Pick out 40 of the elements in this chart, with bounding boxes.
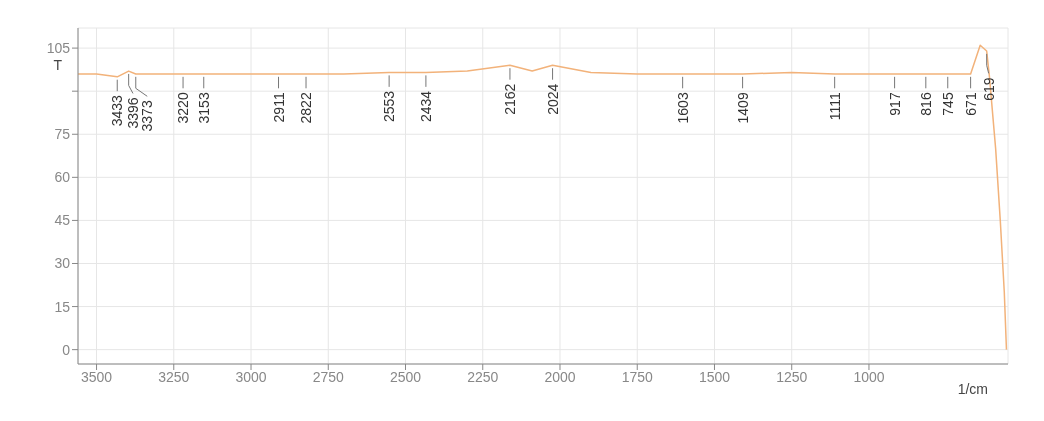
annotation: 2553	[381, 90, 398, 123]
y-tick-label: 45	[54, 212, 71, 229]
annotation: 816	[917, 92, 934, 116]
annotation: 1409	[734, 92, 751, 124]
x-tick-label: 1250	[776, 368, 808, 385]
annotation: 619	[980, 77, 997, 101]
annotation: 3396	[124, 97, 141, 129]
y-tick-label: 105	[46, 40, 71, 57]
annotation: 3220	[175, 92, 192, 124]
x-tick-label: 3500	[80, 368, 113, 385]
y-tick-label: 0	[62, 341, 71, 358]
x-tick-label: 1000	[853, 368, 885, 385]
annotation: 3373	[139, 100, 156, 132]
y-tick-label: 15	[54, 298, 71, 315]
x-tick-label: 2500	[389, 368, 422, 385]
annotation: 1111	[826, 92, 843, 121]
annotation: 2911	[270, 92, 287, 123]
annotation: 3433	[109, 94, 126, 127]
annotation: 2162	[501, 83, 518, 115]
x-tick-label: 1500	[698, 368, 731, 385]
annotation: 3153	[195, 92, 212, 124]
y-tick-label: 30	[54, 255, 71, 272]
y-tick-label: 75	[54, 126, 71, 143]
annotation: 671	[962, 92, 979, 116]
annotation: 1603	[674, 92, 691, 124]
x-axis-title: 1/cm	[957, 381, 988, 397]
line-series	[78, 44, 1008, 351]
annotation: 745	[939, 92, 956, 116]
x-tick-label: 2000	[544, 368, 576, 385]
y-axis-title: T	[53, 56, 63, 73]
x-tick-label: 2750	[312, 368, 345, 385]
annotation: 917	[886, 92, 903, 116]
annotation: 2434	[417, 90, 434, 123]
y-tick-label: 60	[54, 169, 71, 186]
x-tick-label: 2250	[467, 368, 499, 385]
annotation: 2024	[544, 83, 561, 115]
x-tick-label: 3250	[158, 368, 190, 385]
x-tick-label: 3000	[235, 368, 267, 385]
x-tick-label: 1750	[621, 368, 654, 385]
annotation: 2822	[298, 92, 315, 124]
